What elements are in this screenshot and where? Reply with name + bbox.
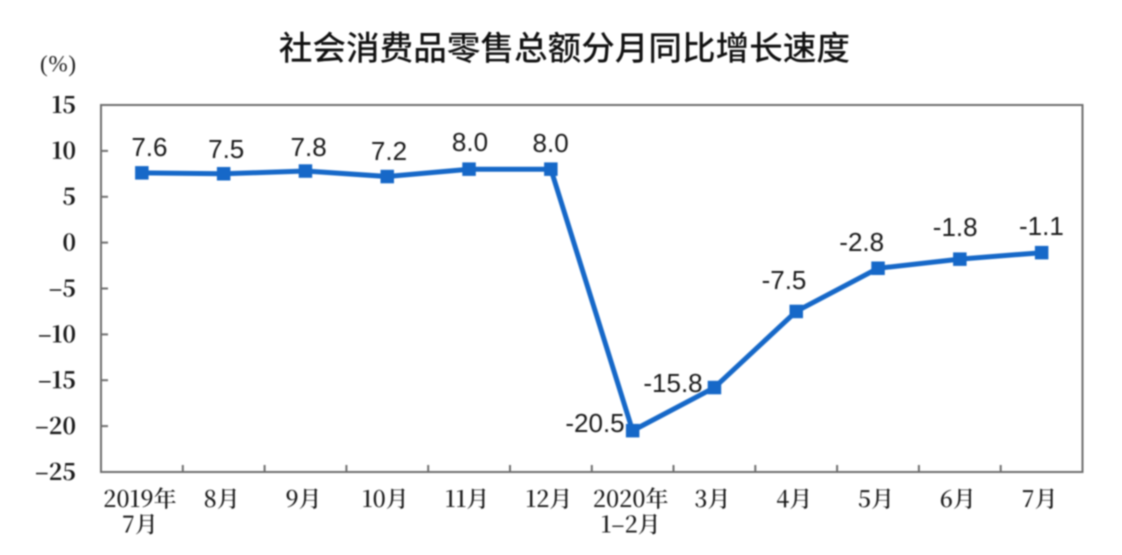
svg-text:(%): (%)	[40, 52, 77, 77]
svg-text:-7.5: -7.5	[762, 265, 807, 295]
svg-text:7.6: 7.6	[131, 132, 167, 162]
svg-text:8.0: 8.0	[533, 128, 569, 158]
svg-text:7.8: 7.8	[291, 132, 327, 162]
svg-text:-1.8: -1.8	[933, 212, 978, 242]
svg-text:8.0: 8.0	[452, 127, 488, 157]
svg-text:7.2: 7.2	[371, 136, 407, 166]
svg-text:-15.8: -15.8	[643, 368, 702, 398]
svg-text:-20.5: -20.5	[565, 408, 624, 438]
svg-text:-1.1: -1.1	[1019, 211, 1064, 241]
svg-text:7.5: 7.5	[208, 134, 244, 164]
svg-text:-2.8: -2.8	[839, 227, 884, 257]
